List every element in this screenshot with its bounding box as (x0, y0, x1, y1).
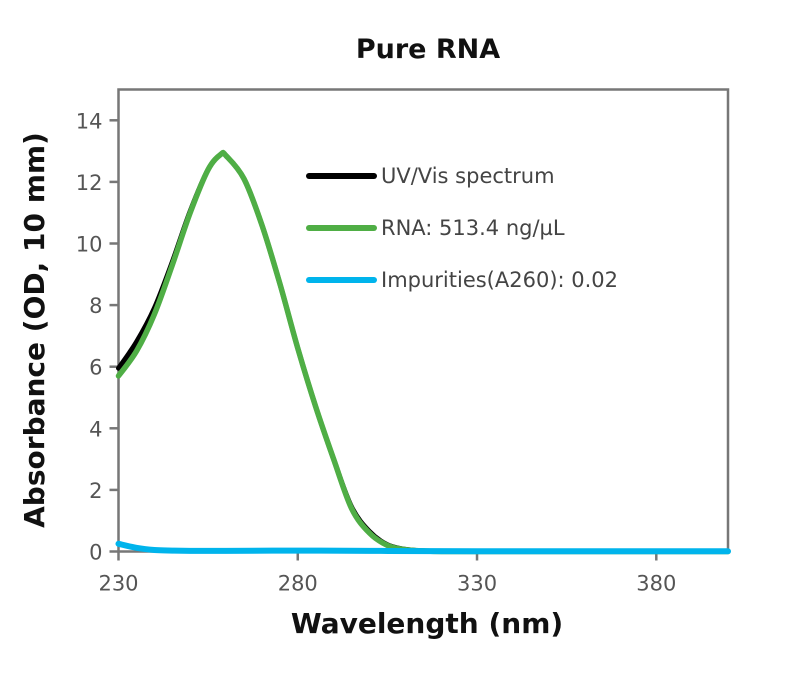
legend-label-uvvis: UV/Vis spectrum (381, 164, 555, 188)
x-axis-label: Wavelength (nm) (291, 607, 563, 640)
y-tick-label: 10 (76, 233, 103, 257)
x-tick-label: 230 (98, 572, 138, 596)
y-tick-label: 14 (76, 109, 103, 133)
x-tick-label: 380 (636, 572, 676, 596)
y-axis-ticks: 0 2 4 6 8 10 12 14 (76, 109, 119, 565)
y-tick-label: 2 (89, 479, 102, 503)
y-axis-label: Absorbance (OD, 10 mm) (18, 132, 51, 528)
chart-title: Pure RNA (356, 34, 500, 65)
x-tick-label: 330 (457, 572, 497, 596)
series-line-2 (115, 540, 731, 555)
y-tick-label: 8 (89, 294, 102, 318)
legend-label-impurities: Impurities(A260): 0.02 (381, 268, 618, 292)
series-lines (115, 149, 731, 555)
series-line-0 (116, 150, 731, 555)
x-tick-label: 280 (278, 572, 318, 596)
y-tick-label: 0 (89, 541, 102, 565)
plot-frame (117, 88, 730, 553)
y-tick-label: 12 (76, 171, 103, 195)
x-axis-ticks: 230 280 330 380 (98, 551, 676, 596)
y-tick-label: 4 (89, 417, 102, 441)
legend-label-rna: RNA: 513.4 ng/µL (381, 216, 565, 240)
y-tick-label: 6 (89, 356, 102, 380)
legend: UV/Vis spectrum RNA: 513.4 ng/µL Impurit… (306, 164, 618, 292)
series-line-1 (115, 149, 731, 555)
